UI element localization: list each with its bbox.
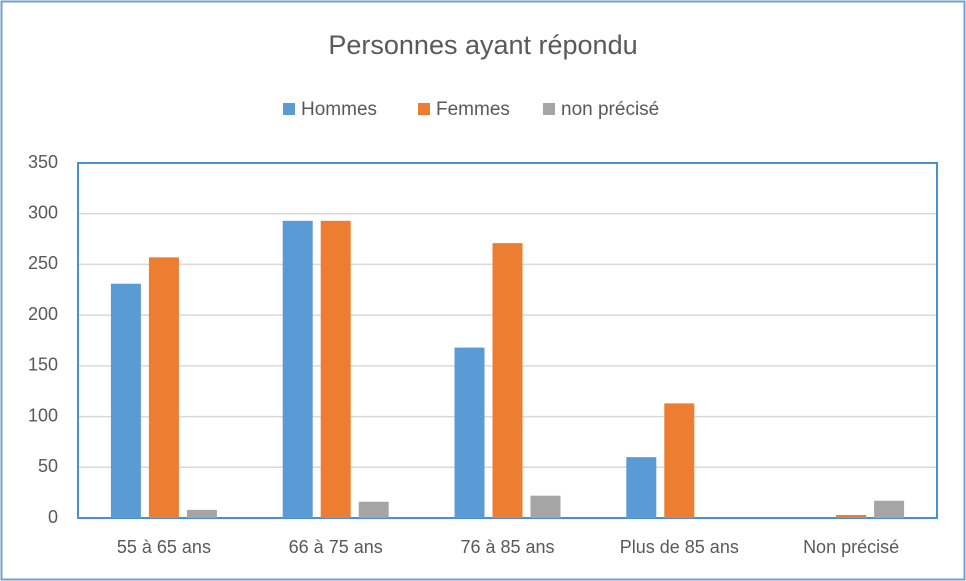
bar <box>626 457 657 518</box>
bar <box>836 514 867 518</box>
legend-label: Femmes <box>436 99 510 120</box>
bar <box>454 347 485 518</box>
bar <box>664 403 695 518</box>
legend-swatch <box>283 103 295 115</box>
y-tick-label: 150 <box>28 355 58 375</box>
y-tick-label: 250 <box>28 253 58 273</box>
x-tick-label: Non précisé <box>803 537 899 557</box>
y-tick-label: 200 <box>28 304 58 324</box>
bar <box>282 220 313 519</box>
x-tick-label: Plus de 85 ans <box>620 537 739 557</box>
bar <box>186 509 217 518</box>
y-tick-label: 0 <box>48 507 58 527</box>
x-tick-label: 55 à 65 ans <box>117 537 211 557</box>
legend-swatch <box>418 103 430 115</box>
bar <box>358 501 389 518</box>
legend-swatch <box>543 103 555 115</box>
legend-label: non précisé <box>561 99 659 120</box>
bar <box>148 257 179 518</box>
bar <box>874 500 905 518</box>
y-tick-label: 350 <box>28 152 58 172</box>
legend-label: Hommes <box>301 99 377 120</box>
bar <box>320 220 351 519</box>
y-tick-label: 300 <box>28 202 58 222</box>
bar <box>492 243 523 518</box>
bar <box>110 283 141 518</box>
x-tick-label: 66 à 75 ans <box>289 537 383 557</box>
y-tick-label: 50 <box>38 456 58 476</box>
chart-title: Personnes ayant répondu <box>328 30 637 60</box>
bar <box>530 495 561 518</box>
y-tick-label: 100 <box>28 405 58 425</box>
x-tick-label: 76 à 85 ans <box>460 537 554 557</box>
